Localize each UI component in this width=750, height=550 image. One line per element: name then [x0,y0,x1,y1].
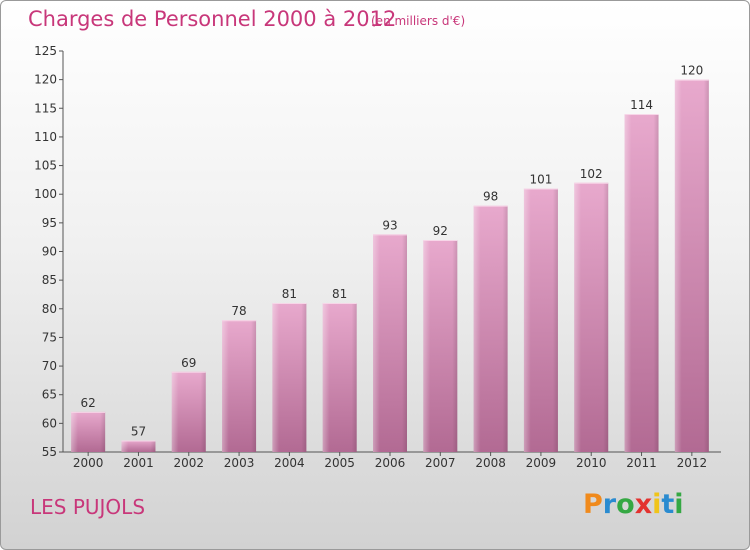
bar-shade [523,188,558,452]
y-tick-label: 110 [34,130,57,144]
x-tick-label: 2004 [274,456,305,470]
data-label: 92 [433,224,448,238]
y-tick-label: 90 [42,245,57,259]
bar-shade [121,440,156,452]
bar-shade [373,234,407,452]
x-tick-label: 2006 [375,456,406,470]
x-tick-label: 2007 [425,456,456,470]
chart-subtitle: (en milliers d'€) [371,14,466,28]
bar-shade [473,205,508,452]
logo-letter: t [661,489,675,520]
bar-shade [674,79,709,453]
bar-shade [624,114,659,452]
logo-letter: r [602,489,617,520]
x-tick-label: 2009 [526,456,557,470]
y-tick-label: 85 [42,273,57,287]
y-tick-label: 60 [42,416,57,430]
bar-shade [171,371,206,452]
data-label: 81 [332,287,347,301]
x-tick-label: 2002 [173,456,204,470]
data-label: 81 [282,287,297,301]
y-tick-label: 95 [42,216,57,230]
y-tick-label: 65 [42,388,57,402]
data-label: 69 [181,356,196,370]
bar-shade [272,303,307,452]
y-tick-label: 120 [34,73,57,87]
data-label: 57 [131,425,146,439]
logo-letter: P [583,489,603,520]
y-tick-label: 105 [34,159,57,173]
x-tick-label: 2005 [324,456,355,470]
x-tick-labels: 2000 2001 2002 2003 2004 2005 2006 2007 2008 2009… [73,456,707,470]
x-tick-label: 2012 [677,456,708,470]
x-tick-label: 2010 [576,456,607,470]
x-tick-label: 2011 [626,456,657,470]
x-tick-label: 2001 [123,456,154,470]
data-label: 102 [580,167,603,181]
y-tick-label: 75 [42,330,57,344]
data-label: 98 [483,190,498,204]
y-tick-label: 115 [34,101,57,115]
bar-shade [423,240,458,452]
data-label: 101 [529,172,552,186]
data-label: 78 [231,304,246,318]
data-labels: 62 57 69 78 81 81 93 92 98 101 102 114 120 [81,64,704,439]
y-tick-label: 70 [42,359,57,373]
x-tick-label: 2003 [224,456,255,470]
logo-letter: i [674,489,684,520]
y-tick-label: 55 [42,445,57,459]
data-label: 114 [630,98,653,112]
logo-letter: i [652,489,662,520]
proxiti-logo[interactable]: Proxiti [583,489,684,520]
y-tick-labels: 55 60 65 70 75 80 85 90 95 100 105 110 115 120 125 [34,44,57,459]
logo-letter: x [634,489,653,520]
bar-shade [322,303,357,452]
data-label: 120 [680,64,703,78]
x-tick-label: 2000 [73,456,104,470]
logo-letter: o [616,489,635,520]
bar-shade [71,411,106,452]
data-label: 62 [81,396,96,410]
data-label: 93 [382,218,397,232]
bars [71,79,709,453]
y-tick-label: 100 [34,187,57,201]
chart-title: Charges de Personnel 2000 à 2012 [28,7,397,31]
y-tick-label: 125 [34,44,57,58]
commune-name: LES PUJOLS [30,495,146,519]
bar-shade [222,320,257,452]
x-tick-label: 2008 [475,456,506,470]
y-tick-label: 80 [42,302,57,316]
bar-shade [574,182,609,452]
